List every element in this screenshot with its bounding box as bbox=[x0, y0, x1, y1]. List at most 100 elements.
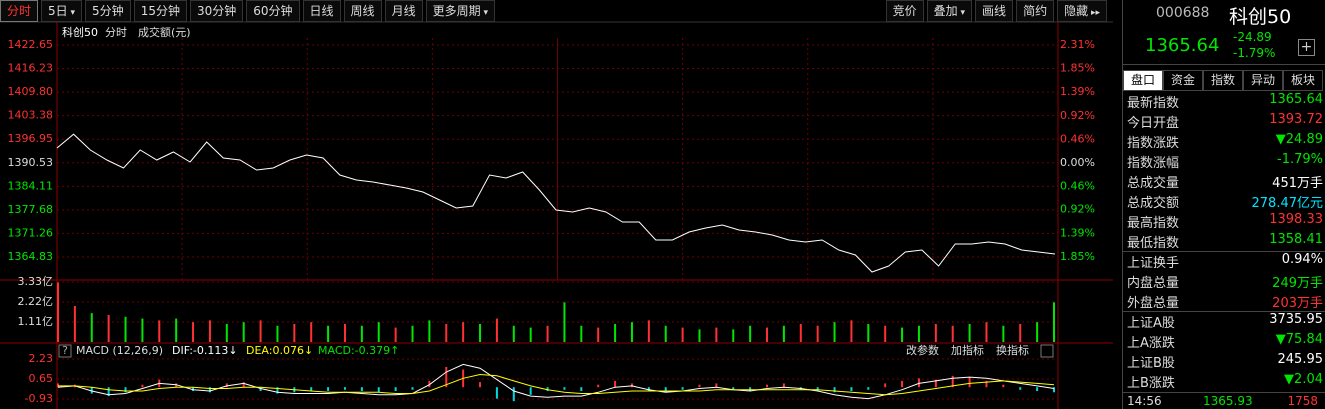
macd-bar bbox=[833, 387, 836, 393]
macd-bar bbox=[715, 383, 718, 388]
macd-bar bbox=[1036, 387, 1039, 392]
row-value: ▼2.04 bbox=[1284, 372, 1323, 387]
macd-bar bbox=[766, 384, 769, 388]
y-tick-label: 1396.95 bbox=[8, 132, 54, 145]
period-tab[interactable]: 分时 bbox=[0, 0, 39, 22]
macd-bar bbox=[985, 380, 988, 388]
volume-bar bbox=[411, 325, 414, 342]
macd-bar bbox=[259, 387, 262, 392]
row-value: -1.79% bbox=[1277, 152, 1323, 167]
volume-bar bbox=[732, 329, 735, 342]
macd-line bbox=[58, 373, 1055, 396]
row-value: 451万手 bbox=[1272, 176, 1323, 191]
macd-bar bbox=[850, 387, 853, 392]
y-tick-label: 1.11亿 bbox=[18, 315, 54, 328]
volume-bar bbox=[208, 320, 211, 342]
macd-bar bbox=[276, 387, 279, 394]
tool-button[interactable]: 简约 bbox=[1016, 0, 1055, 22]
macd-bar bbox=[630, 383, 633, 388]
volume-bar bbox=[715, 327, 718, 342]
volume-bar bbox=[343, 323, 346, 342]
volume-bar bbox=[850, 320, 853, 342]
volume-bar bbox=[917, 325, 920, 342]
row-label: 内盘总量 bbox=[1127, 276, 1180, 291]
add-button[interactable]: + bbox=[1298, 39, 1315, 56]
price-change: -24.89 bbox=[1233, 30, 1272, 44]
y-tick-label: 1416.23 bbox=[8, 62, 54, 75]
indicator-button[interactable]: 改参数 bbox=[906, 343, 939, 357]
y-tick-label: 1422.65 bbox=[8, 38, 54, 51]
quote-panel: 000688 科创50 1365.64 -24.89 -1.79% + 盘口 资金 指数 异动 板块… bbox=[1122, 0, 1325, 409]
tool-button[interactable]: 隐藏 bbox=[1057, 0, 1107, 22]
chart-area: 科创50 分时 成交额(元) 1422.65 1416.23 1409.80 1403.38… bbox=[0, 21, 1113, 409]
macd-bar bbox=[681, 387, 684, 390]
volume-bar bbox=[57, 282, 59, 342]
macd-bar bbox=[563, 387, 566, 390]
period-tab[interactable]: 60分钟 bbox=[246, 0, 300, 22]
period-tab[interactable]: 月线 bbox=[384, 0, 423, 22]
macd-bar bbox=[428, 380, 431, 388]
macd-bar bbox=[327, 387, 330, 392]
volume-bar bbox=[816, 325, 819, 342]
tool-button[interactable]: 画线 bbox=[975, 0, 1014, 22]
macd-bar bbox=[664, 387, 667, 393]
volume-bar bbox=[833, 322, 836, 342]
indicator-title: MACD (12,26,9) bbox=[76, 344, 163, 357]
period-tab[interactable]: 周线 bbox=[343, 0, 382, 22]
price-change-pct: -1.79% bbox=[1233, 46, 1276, 60]
macd-bar bbox=[479, 382, 482, 388]
y-tick-label: 2.23 bbox=[29, 352, 54, 365]
period-tab[interactable]: 日线 bbox=[302, 0, 341, 22]
tick-trade: 1365.93 bbox=[1203, 394, 1253, 408]
period-tab[interactable]: 30分钟 bbox=[189, 0, 244, 22]
y2-tick-label: 1.85% bbox=[1060, 62, 1095, 75]
panel-tab[interactable]: 异动 bbox=[1243, 70, 1283, 91]
row-label: 指数涨幅 bbox=[1127, 156, 1180, 171]
panel-tab[interactable]: 指数 bbox=[1203, 70, 1243, 91]
macd-bar bbox=[495, 387, 498, 399]
indicator-button[interactable]: 换指标 bbox=[996, 343, 1029, 357]
macd-bar bbox=[411, 387, 414, 390]
volume-bar bbox=[310, 322, 313, 342]
volume-bar bbox=[259, 320, 262, 342]
macd-bar bbox=[580, 387, 583, 392]
row-label: 上B涨跌 bbox=[1127, 376, 1175, 391]
volume-bar bbox=[512, 325, 515, 342]
volume-bar bbox=[124, 316, 127, 342]
period-tab[interactable]: 更多周期 bbox=[425, 0, 495, 22]
tool-button[interactable]: 竞价 bbox=[885, 0, 924, 22]
macd-bar bbox=[1002, 384, 1005, 388]
volume-bar bbox=[394, 327, 397, 342]
period-tab[interactable]: 15分钟 bbox=[133, 0, 187, 22]
tool-button[interactable]: 叠加 bbox=[926, 0, 973, 22]
close-icon bbox=[1040, 344, 1054, 358]
macd-bar bbox=[445, 366, 448, 388]
volume-bar bbox=[580, 325, 583, 342]
indicator-button[interactable]: 加指标 bbox=[951, 343, 984, 357]
row-label: 上证换手 bbox=[1127, 256, 1180, 271]
stock-code: 000688 bbox=[1156, 5, 1210, 21]
price-line bbox=[56, 133, 1056, 273]
row-label: 今日开盘 bbox=[1127, 116, 1180, 131]
period-tab[interactable]: 5分钟 bbox=[85, 0, 131, 22]
macd-bar bbox=[107, 387, 110, 397]
volume-bar bbox=[445, 323, 448, 342]
macd-bar bbox=[529, 387, 532, 395]
volume-bar bbox=[884, 325, 887, 342]
period-tab[interactable]: 5日 bbox=[41, 0, 83, 22]
y-tick-label: 1364.83 bbox=[8, 250, 54, 263]
volume-bar bbox=[901, 327, 904, 342]
volume-bar bbox=[985, 322, 988, 342]
macd-bar bbox=[377, 387, 380, 393]
volume-bar bbox=[90, 313, 93, 342]
volume-bar bbox=[462, 322, 465, 342]
row-value: ▼75.84 bbox=[1275, 332, 1323, 347]
macd-bar bbox=[917, 378, 920, 388]
panel-tab[interactable]: 板块 bbox=[1283, 70, 1323, 91]
panel-tab[interactable]: 资金 bbox=[1163, 70, 1203, 91]
y-tick-label: 1390.53 bbox=[8, 156, 54, 169]
panel-tab[interactable]: 盘口 bbox=[1123, 70, 1163, 91]
row-value: 0.94% bbox=[1281, 252, 1323, 267]
stock-name: 科创50 bbox=[1229, 6, 1292, 28]
